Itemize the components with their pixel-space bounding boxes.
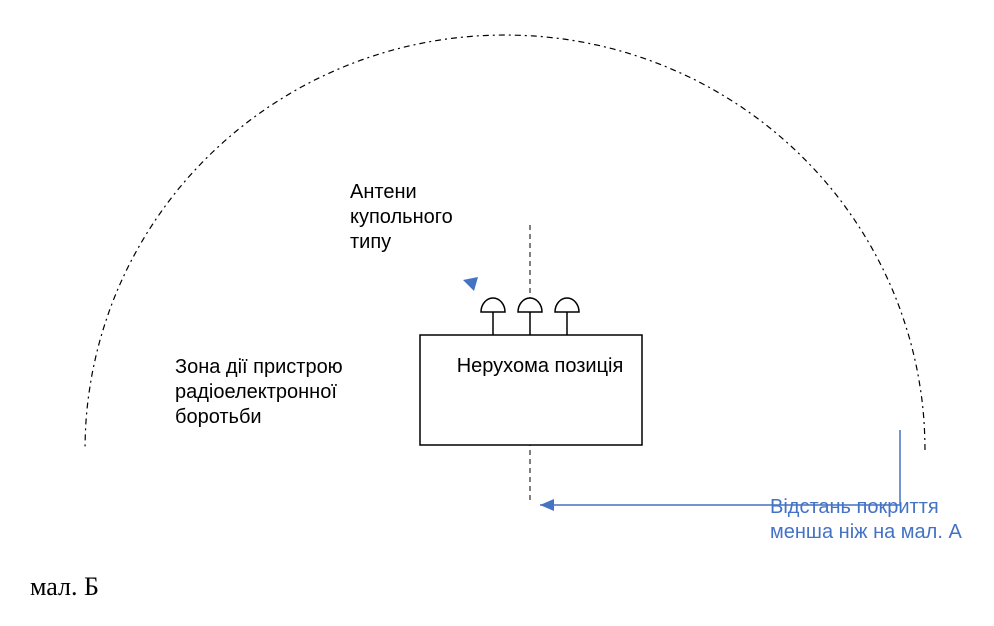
figure-caption: мал. Б — [30, 572, 99, 602]
antenna-pointer-icon — [463, 277, 478, 291]
fixed-position-box-label: Нерухома позиція — [450, 355, 630, 378]
coverage-distance-label: Відстань покриття менша ніж на мал. А — [770, 495, 962, 545]
ew-zone-label: Зона дії пристрою радіоелектронної борот… — [175, 355, 343, 430]
fixed-position-box — [420, 335, 642, 445]
antenna-type-label: Антени купольного типу — [350, 180, 453, 255]
dome-antenna-2 — [518, 298, 542, 312]
diagram-stage: { "canvas":{"w":994,"h":626,"bg":"#fffff… — [0, 0, 994, 626]
dome-antenna-1 — [481, 298, 505, 312]
dome-antenna-3 — [555, 298, 579, 312]
distance-arrow-head-icon — [540, 499, 554, 511]
